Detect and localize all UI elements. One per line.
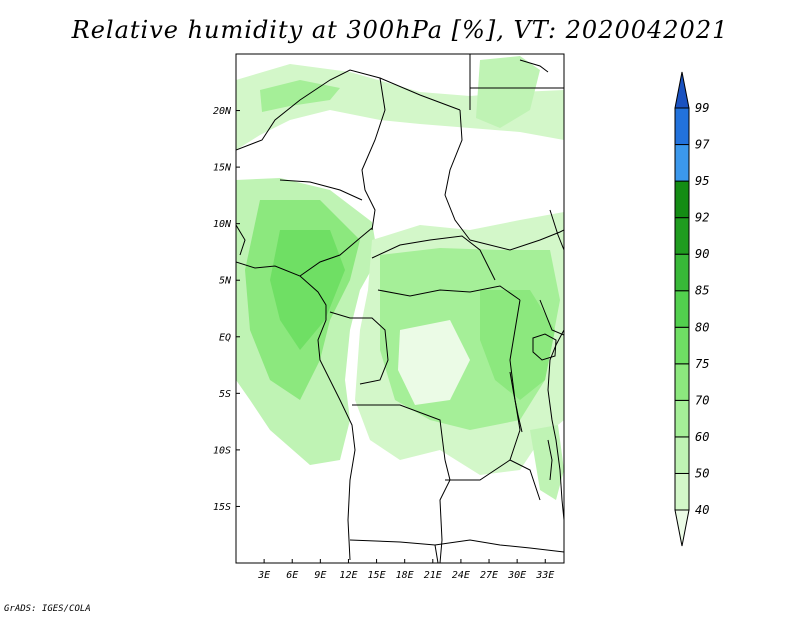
lake-victoria xyxy=(532,333,557,361)
colorbar-label: 75 xyxy=(695,357,709,371)
border-angola-east xyxy=(439,459,451,563)
footer-credit: GrADS: IGES/COLA xyxy=(4,604,91,614)
humidity-region-central-core xyxy=(480,290,555,400)
lon-tick-label: 30E xyxy=(507,570,526,581)
colorbar-bin xyxy=(674,436,690,474)
colorbar-bin xyxy=(674,363,690,401)
border-ethiopia xyxy=(549,209,564,251)
colorbar: 40 50 60 70 75 80 85 90 92 95 97 99 xyxy=(674,71,710,547)
lat-tick-label: 15S xyxy=(213,502,231,513)
colorbar-label: 90 xyxy=(695,247,709,261)
border-zambia xyxy=(445,459,541,501)
humidity-region-central-dry xyxy=(398,320,470,405)
coastline-east-africa xyxy=(547,329,564,521)
colorbar-bin xyxy=(674,326,690,365)
colorbar-bin xyxy=(674,509,690,547)
lon-tick-label: 18E xyxy=(396,570,414,581)
border-sudan-chad xyxy=(444,109,471,241)
border-sahara-north xyxy=(236,69,461,151)
border-car-north xyxy=(371,235,496,281)
lon-tick-label: 21E xyxy=(424,570,442,581)
lat-tick-label: 5N xyxy=(219,276,232,287)
map-frame xyxy=(235,53,565,564)
colorbar-bin xyxy=(674,144,690,182)
colorbar-bin xyxy=(674,180,690,219)
border-niger-nigeria xyxy=(279,179,363,201)
border-congo xyxy=(329,311,389,385)
colorbar-label: 60 xyxy=(695,430,709,444)
lat-tick-label: 10S xyxy=(213,445,231,456)
colorbar-label: 40 xyxy=(695,503,709,517)
lon-tick-label: 9E xyxy=(314,570,326,581)
colorbar-label: 50 xyxy=(695,466,709,480)
border-southern xyxy=(349,539,564,553)
map-title: Relative humidity at 300hPa [%], VT: 202… xyxy=(71,16,729,44)
border-angola-north xyxy=(352,404,446,461)
colorbar-bin xyxy=(674,472,690,511)
lat-tick-label: EQ xyxy=(219,332,231,343)
border-drc-east xyxy=(509,299,521,461)
border-namibia xyxy=(434,544,439,563)
border-drc-north xyxy=(377,285,521,301)
humidity-region-northeast xyxy=(476,56,540,128)
colorbar-label: 92 xyxy=(695,211,709,225)
border-nigeria-cameroon xyxy=(299,227,373,277)
lat-tick-label: 15N xyxy=(213,163,232,174)
lat-tick-label: 5S xyxy=(219,389,231,400)
colorbar-bin xyxy=(674,71,690,109)
coastline-west-africa xyxy=(236,261,356,561)
lat-tick-label: 10N xyxy=(213,219,232,230)
colorbar-label: 85 xyxy=(695,284,709,298)
colorbar-label: 80 xyxy=(695,320,709,334)
lon-tick-label: 3E xyxy=(257,570,270,581)
coast-gulf-bight xyxy=(236,224,246,256)
lon-tick-label: 15E xyxy=(368,570,386,581)
lon-tick-label: 24E xyxy=(452,570,470,581)
lon-tick-label: 33E xyxy=(535,570,554,581)
lake-malawi xyxy=(547,439,553,481)
lon-tick-label: 12E xyxy=(339,570,357,581)
humidity-region-sahara-inner xyxy=(260,80,340,112)
border-chad-niger xyxy=(361,77,386,231)
colorbar-bin xyxy=(674,107,690,146)
border-kenya xyxy=(539,299,564,336)
border-sudan-south xyxy=(469,229,564,251)
colorbar-label: 70 xyxy=(695,393,709,407)
humidity-region-southeast xyxy=(530,425,564,500)
lon-tick-label: 27E xyxy=(480,570,498,581)
colorbar-bin xyxy=(674,253,690,292)
red-sea-coast xyxy=(519,59,549,73)
colorbar-label: 97 xyxy=(695,138,710,152)
lat-tick-label: 20N xyxy=(213,106,232,117)
lon-tick-label: 6E xyxy=(286,570,298,581)
lake-tanganyika xyxy=(509,371,523,433)
latitude-axis: 20N 15N 10N 5N EQ 5S 10S 15S xyxy=(213,106,240,513)
colorbar-label: 99 xyxy=(695,101,709,115)
colorbar-bin xyxy=(674,290,690,328)
country-borders xyxy=(236,54,564,563)
colorbar-bin xyxy=(674,217,690,255)
longitude-axis: 3E 6E 9E 12E 15E 18E 21E 24E 27E 30E 33E xyxy=(257,559,554,581)
colorbar-bin xyxy=(674,399,690,438)
colorbar-label: 95 xyxy=(695,174,709,188)
